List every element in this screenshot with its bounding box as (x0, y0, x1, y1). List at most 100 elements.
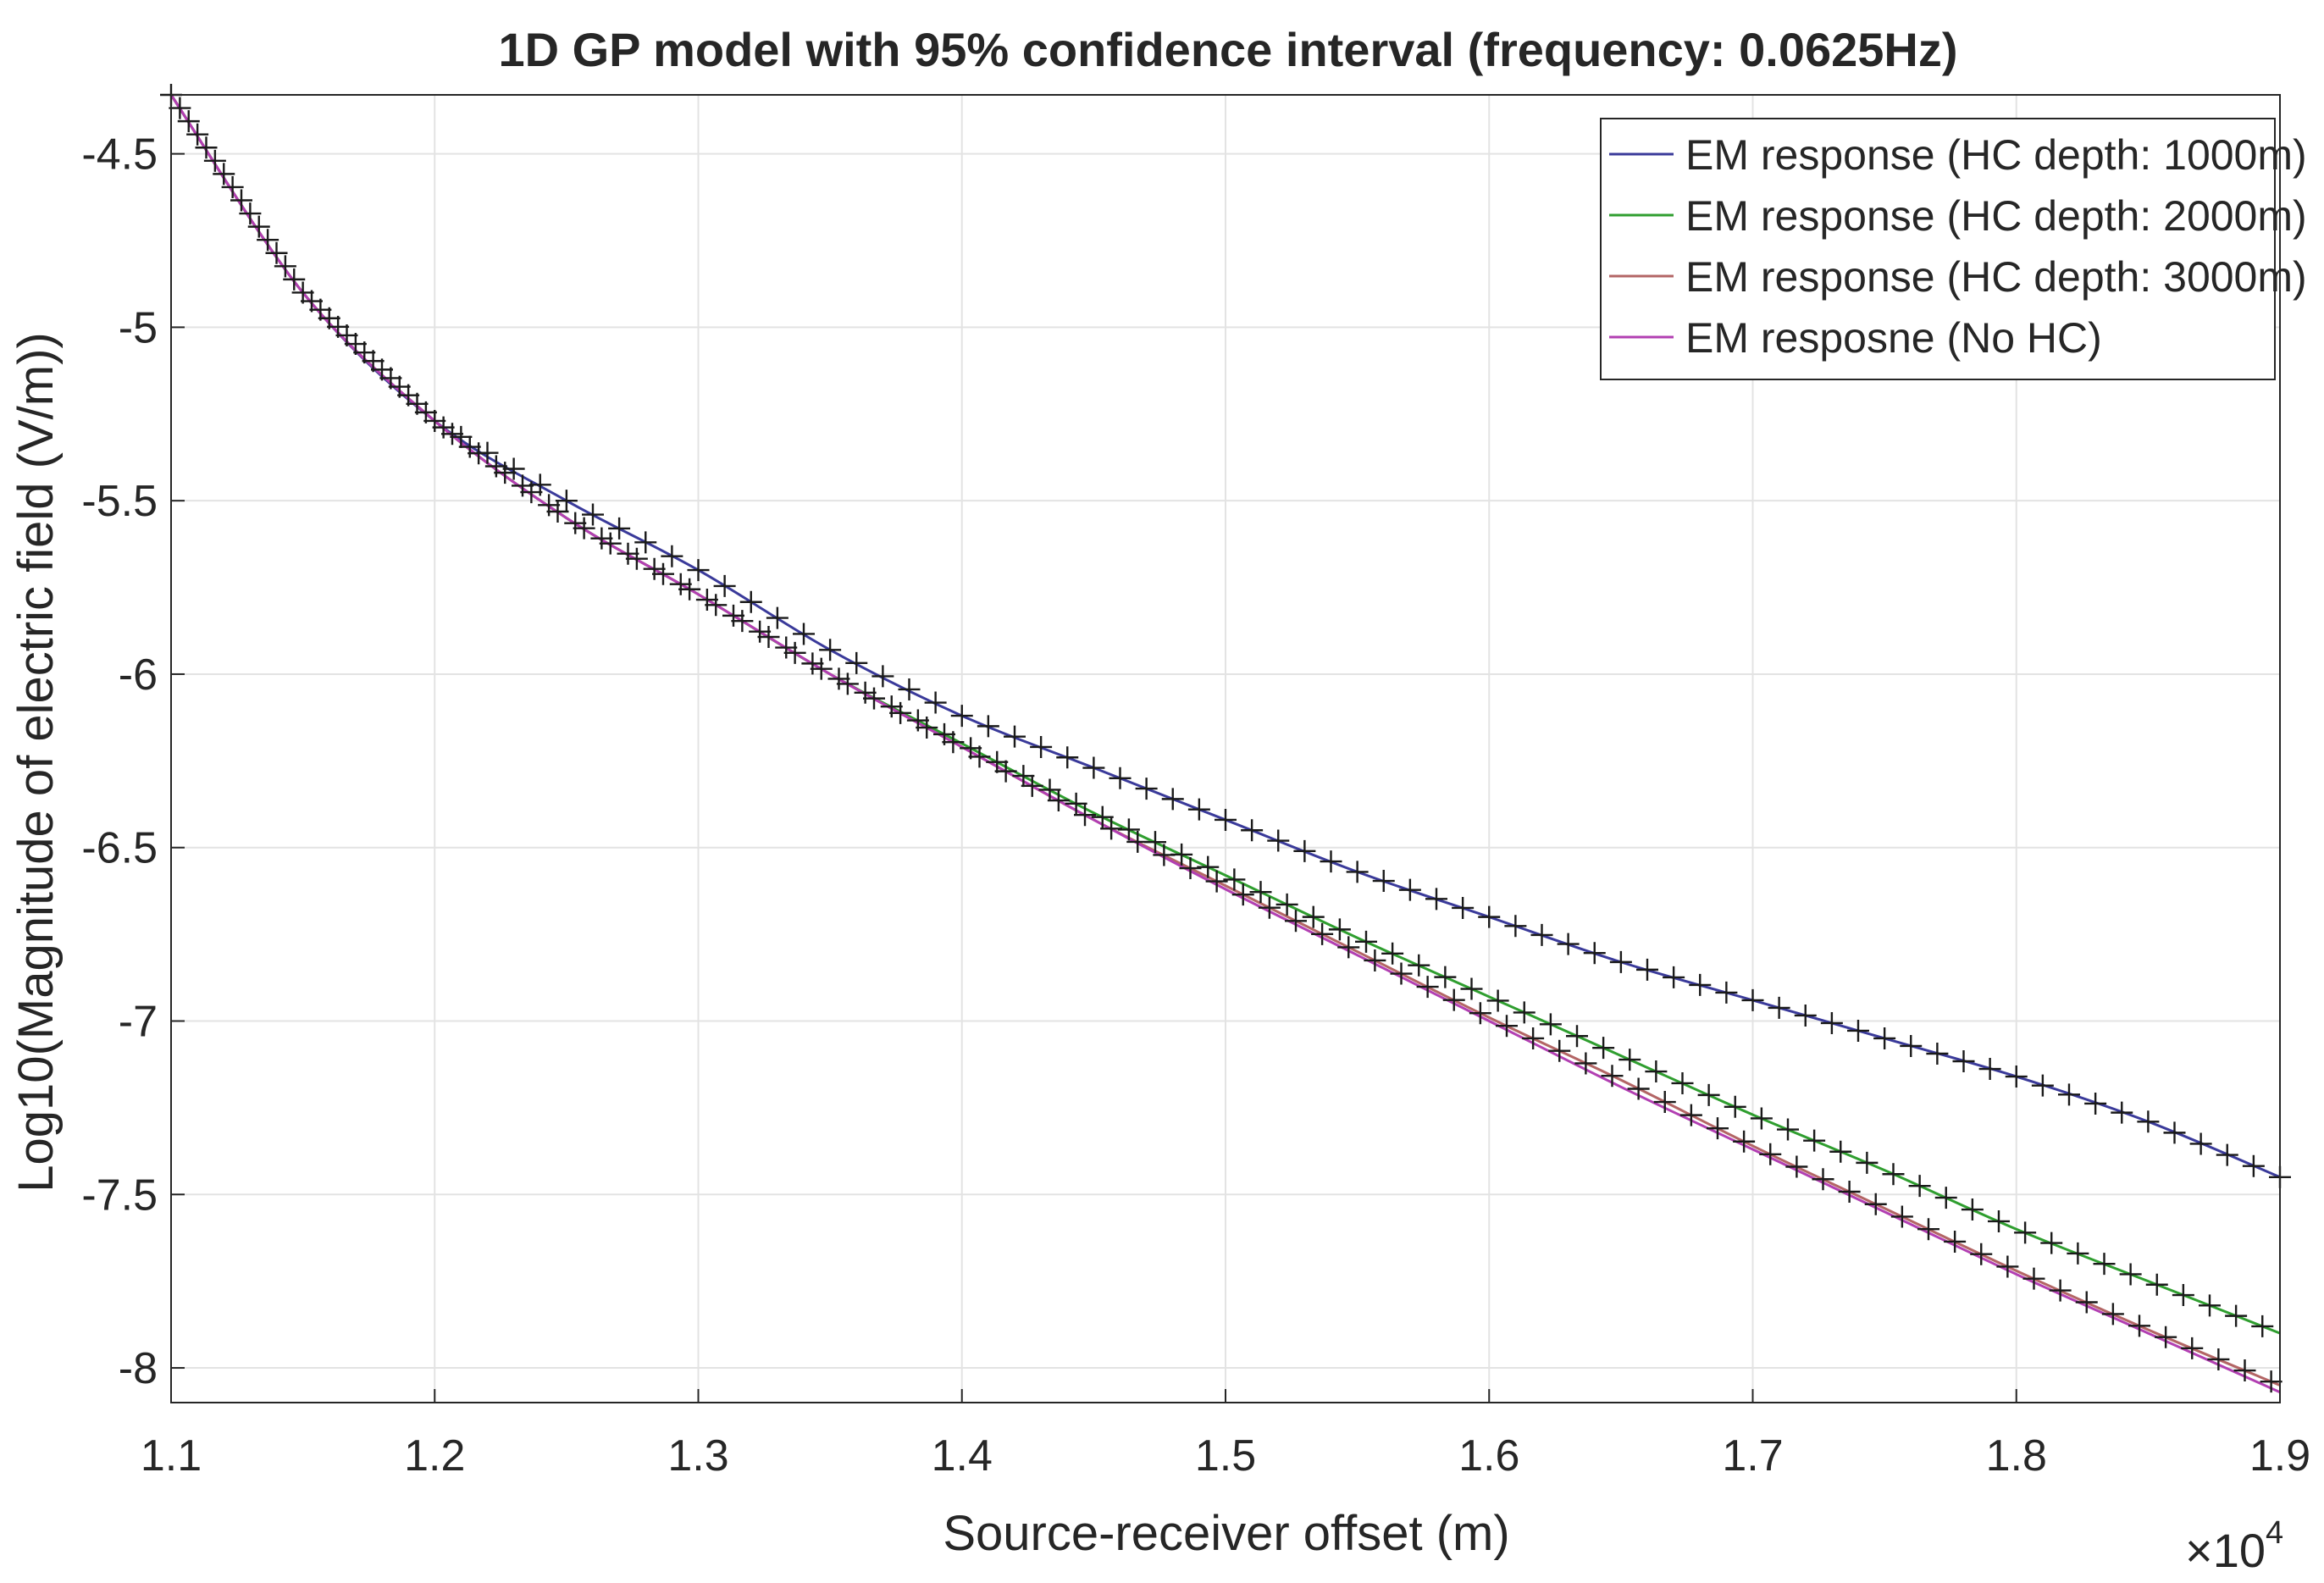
marker-1-3 (247, 215, 270, 238)
marker-2-9 (414, 401, 437, 423)
marker-1-43 (1302, 905, 1325, 928)
marker-0-60 (1741, 988, 1764, 1011)
marker-2-0 (177, 110, 200, 133)
marker-0-68 (1952, 1050, 1975, 1072)
marker-2-37 (1153, 844, 1176, 866)
marker-2-68 (1970, 1243, 1993, 1265)
marker-1-57 (1671, 1071, 1694, 1094)
marker-1-5 (301, 290, 323, 313)
x-tick-label-7: 1.8 (1986, 1431, 2047, 1481)
marker-1-65 (1882, 1163, 1905, 1186)
legend-label-1: EM response (HC depth: 2000m) (1685, 192, 2307, 240)
marker-2-53 (1574, 1052, 1597, 1075)
marker-2-72 (2075, 1291, 2098, 1314)
marker-0-77 (2189, 1132, 2212, 1155)
marker-2-38 (1179, 857, 1202, 880)
x-axis-label: Source-receiver offset (m) (943, 1506, 1509, 1561)
marker-2-4 (283, 268, 306, 291)
marker-2-18 (652, 562, 674, 585)
legend-label-2: EM response (HC depth: 3000m) (1685, 253, 2307, 301)
marker-0-35 (1082, 756, 1105, 779)
marker-0-24 (793, 623, 815, 645)
marker-1-41 (1249, 881, 1272, 904)
marker-2-54 (1601, 1065, 1624, 1088)
marker-2-71 (2049, 1279, 2072, 1302)
data-markers (160, 84, 2291, 1393)
marker-0-48 (1425, 888, 1447, 911)
marker-2-56 (1653, 1091, 1676, 1114)
marker-0-32 (1004, 725, 1026, 748)
marker-1-58 (1697, 1083, 1720, 1106)
marker-2-34 (1074, 804, 1096, 827)
marker-0-37 (1135, 778, 1158, 800)
marker-0-2 (213, 163, 235, 185)
marker-1-34 (1065, 792, 1087, 815)
marker-0-61 (1768, 996, 1790, 1019)
marker-2-67 (1944, 1230, 1967, 1253)
marker-0-63 (1820, 1011, 1843, 1034)
marker-1-33 (1038, 778, 1061, 801)
marker-2-57 (1679, 1104, 1702, 1126)
marker-1-63 (1829, 1140, 1852, 1163)
x-tick-label-2: 1.3 (667, 1431, 728, 1481)
x-axis-exponent: ×104 (2185, 1515, 2283, 1577)
marker-1-1 (195, 136, 218, 159)
marker-1-26 (854, 681, 877, 704)
x-tick-label-3: 1.4 (932, 1431, 993, 1481)
marker-0-46 (1372, 870, 1395, 893)
marker-0-75 (2137, 1110, 2160, 1133)
marker-2-33 (1047, 789, 1070, 812)
marker-1-42 (1275, 893, 1298, 916)
marker-2-21 (731, 610, 754, 633)
marker-2-66 (1917, 1218, 1939, 1241)
y-tick-label-1: -5 (119, 303, 158, 352)
marker-0-27 (872, 665, 894, 688)
marker-1-22 (749, 620, 772, 643)
marker-1-78 (2225, 1304, 2248, 1327)
legend: EM response (HC depth: 1000m) EM response… (1600, 118, 2307, 380)
marker-0-8 (371, 358, 393, 381)
marker-2-16 (599, 532, 622, 555)
marker-2-64 (1864, 1193, 1887, 1215)
marker-2-52 (1548, 1039, 1571, 1062)
marker-2-46 (1390, 962, 1413, 985)
marker-0-73 (2084, 1092, 2107, 1115)
marker-2-62 (1812, 1168, 1834, 1191)
marker-1-59 (1724, 1095, 1746, 1118)
marker-2-73 (2101, 1303, 2124, 1326)
y-tick-label-4: -6.5 (81, 824, 158, 873)
marker-1-6 (327, 315, 350, 338)
chart-title: 1D GP model with 95% confidence interval… (498, 23, 1957, 76)
marker-2-22 (757, 625, 780, 648)
marker-1-46 (1381, 942, 1404, 965)
marker-0-21 (713, 574, 736, 597)
marker-1-50 (1486, 989, 1509, 1012)
x-tick-label-8: 1.9 (2249, 1431, 2310, 1481)
marker-1-74 (2119, 1263, 2142, 1286)
marker-0-36 (1109, 767, 1132, 789)
marker-2-75 (2155, 1326, 2177, 1348)
marker-0-28 (898, 678, 921, 700)
marker-1-77 (2199, 1294, 2221, 1317)
marker-2-79 (2260, 1370, 2282, 1393)
marker-2-23 (783, 641, 806, 664)
marker-1-17 (617, 542, 639, 565)
ticks: 1.1 1.2 1.3 1.4 1.5 1.6 1.7 1.8 1.9 -4.5 -5 -5.5 -6 -… (81, 130, 2310, 1481)
marker-2-7 (362, 350, 385, 373)
marker-0-76 (2163, 1121, 2186, 1144)
marker-0-56 (1636, 958, 1658, 981)
marker-1-15 (564, 512, 587, 534)
marker-2-24 (810, 657, 833, 680)
marker-0-59 (1715, 981, 1738, 1004)
marker-2-47 (1416, 976, 1439, 999)
marker-0-17 (608, 517, 631, 540)
marker-0-9 (397, 384, 420, 407)
marker-2-27 (889, 701, 912, 724)
marker-0-11 (450, 425, 473, 448)
marker-1-0 (169, 97, 191, 119)
marker-2-13 (520, 481, 543, 504)
marker-1-75 (2145, 1273, 2168, 1296)
marker-0-23 (766, 606, 788, 629)
marker-1-72 (2067, 1242, 2089, 1265)
